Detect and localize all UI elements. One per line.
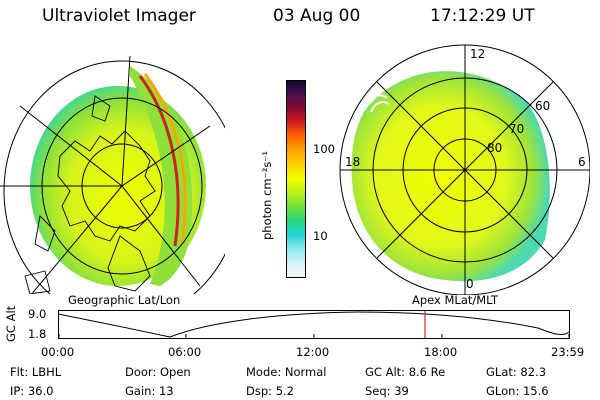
mlt-label-18: 18 xyxy=(345,155,360,169)
timeline-xtick-1800: 18:00 xyxy=(424,345,458,359)
geographic-caption: Geographic Lat/Lon xyxy=(68,293,181,307)
coastlines xyxy=(24,95,156,294)
timeline-xtick-0600: 06:00 xyxy=(168,345,202,359)
info-dsp: Dsp: 5.2 xyxy=(246,384,294,398)
timeline-xtick-1200: 12:00 xyxy=(296,345,330,359)
info-glat: GLat: 82.3 xyxy=(486,365,547,379)
timeline-xtick-2359: 23:59 xyxy=(551,345,585,359)
info-seq: Seq: 39 xyxy=(365,384,409,398)
lat-label-70: 70 xyxy=(509,122,524,136)
timeline-ymin: 1.8 xyxy=(28,327,47,341)
info-flt: Flt: LBHL xyxy=(10,365,62,379)
date-label: 03 Aug 00 xyxy=(273,6,361,26)
auroral-oval-arc xyxy=(138,75,180,247)
apex-polar-plot: 12 18 6 0 60 70 80 xyxy=(339,44,590,295)
mlt-label-12: 12 xyxy=(470,47,485,61)
instrument-title: Ultraviolet Imager xyxy=(42,6,196,26)
info-ip: IP: 36.0 xyxy=(10,384,54,398)
timeline-ylabel: GC Alt xyxy=(4,305,18,342)
geographic-image xyxy=(0,55,225,294)
timeline-xtick-0000: 00:00 xyxy=(41,345,75,359)
lat-label-60: 60 xyxy=(535,99,550,113)
info-door: Door: Open xyxy=(125,365,191,379)
auroral-emission-region xyxy=(351,71,550,282)
geographic-grid xyxy=(0,55,225,294)
lat-label-80: 80 xyxy=(487,141,502,155)
info-mode: Mode: Normal xyxy=(246,365,327,379)
info-glon: GLon: 15.6 xyxy=(486,384,549,398)
mlt-label-0: 0 xyxy=(466,277,474,291)
altitude-curve xyxy=(58,311,570,338)
mlt-label-6: 6 xyxy=(578,155,586,169)
time-label: 17:12:29 UT xyxy=(430,6,535,26)
colorbar xyxy=(286,80,306,278)
altitude-timeline xyxy=(58,310,570,339)
colorbar-tick-10: 10 xyxy=(313,229,328,243)
timeline-ymax: 9.0 xyxy=(28,307,47,321)
info-gc-alt: GC Alt: 8.6 Re xyxy=(365,365,446,379)
apex-caption: Apex MLat/MLT xyxy=(412,293,499,307)
colorbar-tick-100: 100 xyxy=(313,142,335,156)
info-gain: Gain: 13 xyxy=(125,384,174,398)
colorbar-unit-label: photon cm⁻²s⁻¹ xyxy=(260,151,274,240)
polar-grid xyxy=(339,44,590,295)
